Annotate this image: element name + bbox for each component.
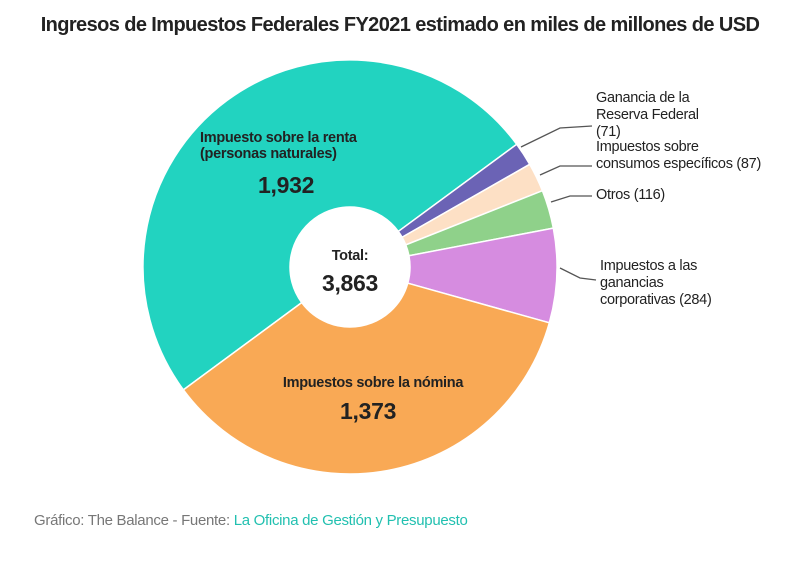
leader-line xyxy=(559,267,597,281)
category-label: Impuestos a las ganancias corporativas xyxy=(600,258,698,308)
slice-label: Impuesto sobre la renta (personas natura… xyxy=(200,130,357,162)
leader-line xyxy=(520,125,593,148)
slice xyxy=(182,282,551,475)
category-label: Otros xyxy=(596,187,630,203)
value-label: (71) xyxy=(596,124,621,140)
source-link: La Oficina de Gestión y Presupuesto xyxy=(233,512,468,529)
leader-line xyxy=(539,165,592,176)
slice xyxy=(142,59,518,391)
value-label: 1,932 xyxy=(258,172,315,198)
leaders xyxy=(520,125,597,281)
slice-label: Ganancia de la Reserva Federal (71) xyxy=(596,90,716,141)
slice-label: Impuestos sobre consumos específicos (87… xyxy=(596,139,766,173)
category-label: Impuestos sobre consumos específicos xyxy=(596,139,733,172)
source: Gráfico: The Balance - Fuente: La Oficin… xyxy=(34,512,468,529)
total-label: Total: xyxy=(331,248,369,264)
value-label: 1,373 xyxy=(340,398,397,424)
value-label: (116) xyxy=(633,187,666,203)
source-prefix: Gráfico: The Balance - Fuente: xyxy=(34,512,230,529)
slice-label: Impuestos sobre la nómina xyxy=(282,375,464,391)
category-label: Ganancia de la Reserva Federal xyxy=(596,90,699,123)
leader-line xyxy=(550,195,592,203)
slice-label: Impuestos a las ganancias corporativas (… xyxy=(600,258,712,309)
total-value: 3,863 xyxy=(321,270,379,296)
value-label: (284) xyxy=(679,292,712,308)
value-label: (87) xyxy=(736,156,761,172)
chart-title: Ingresos de Impuestos Federales FY2021 e… xyxy=(40,14,760,36)
slice-label: Otros (116) xyxy=(596,187,766,204)
